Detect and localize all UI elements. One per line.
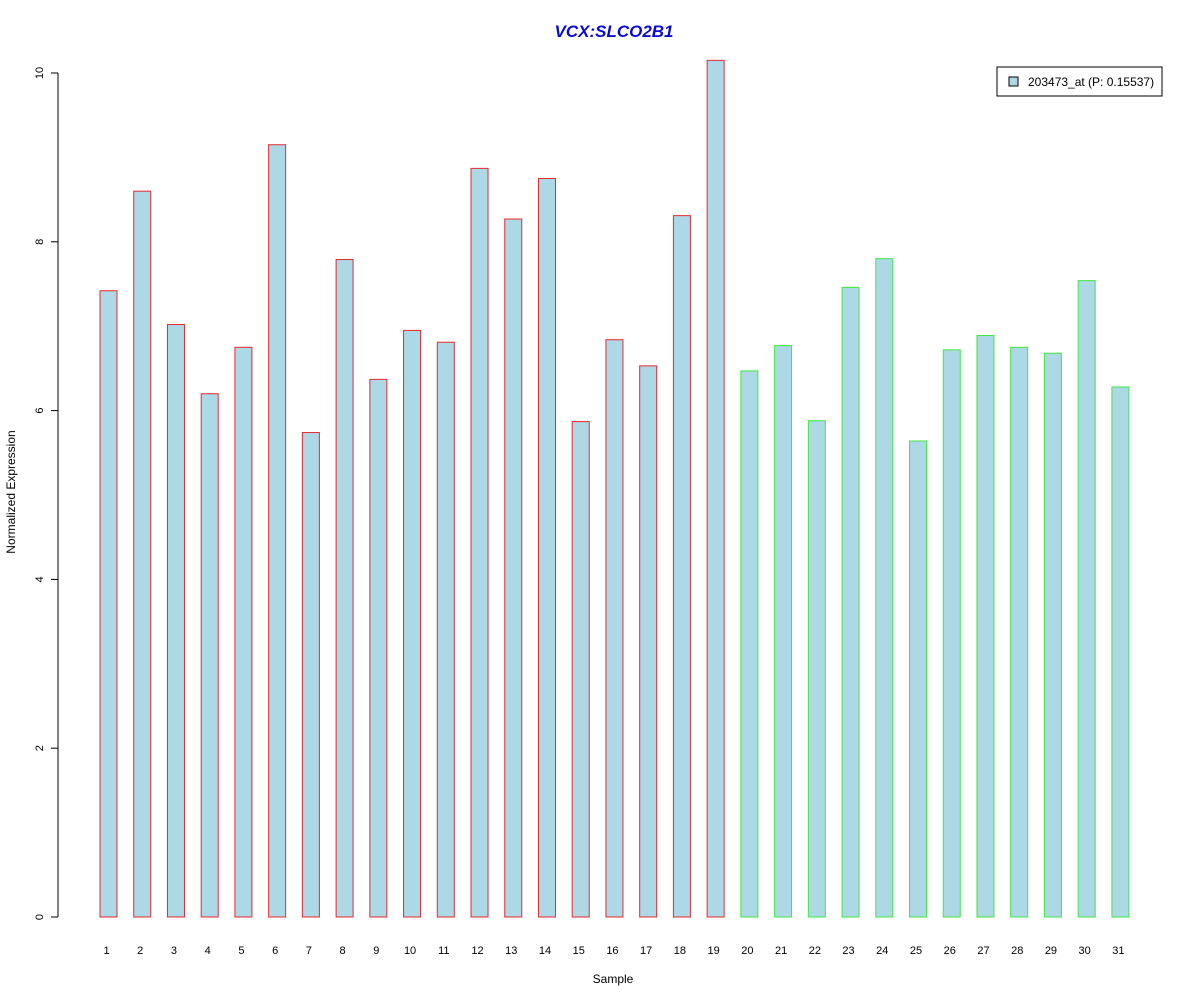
x-tick-label: 6 <box>272 945 278 957</box>
y-tick-label: 4 <box>34 576 46 582</box>
bar-sample-14 <box>537 178 556 918</box>
x-tick-label: 30 <box>1079 945 1091 957</box>
x-tick-label: 13 <box>505 945 517 957</box>
x-tick-label: 17 <box>640 945 652 957</box>
bar-sample-7 <box>301 432 320 918</box>
bar-sample-9 <box>369 378 388 918</box>
x-axis-label: Sample <box>593 972 634 986</box>
bar-sample-4 <box>200 393 219 918</box>
bar-sample-21 <box>774 345 793 918</box>
bar-sample-13 <box>504 218 523 918</box>
x-tick-label: 24 <box>876 945 888 957</box>
bar-sample-24 <box>875 258 894 918</box>
bar-sample-31 <box>1111 386 1130 918</box>
bar-sample-26 <box>942 349 961 918</box>
bar-sample-27 <box>976 334 995 918</box>
y-axis-label: Normalized Expression <box>4 430 18 553</box>
bar-sample-19 <box>706 59 725 918</box>
y-tick-label: 6 <box>34 408 46 414</box>
bar-sample-15 <box>571 421 590 918</box>
x-tick-label: 8 <box>340 945 346 957</box>
bar-sample-30 <box>1077 280 1096 918</box>
bar-sample-23 <box>841 286 860 918</box>
x-tick-label: 21 <box>775 945 787 957</box>
x-tick-label: 5 <box>238 945 244 957</box>
y-tick-label: 10 <box>34 67 46 79</box>
bar-sample-10 <box>403 329 422 918</box>
bar-sample-18 <box>672 215 691 918</box>
bar-sample-16 <box>605 339 624 918</box>
bar-sample-29 <box>1043 352 1062 918</box>
x-tick-label: 26 <box>944 945 956 957</box>
y-tick-label: 2 <box>34 745 46 751</box>
bar-sample-20 <box>740 370 759 918</box>
bar-sample-3 <box>166 324 185 918</box>
x-tick-label: 2 <box>137 945 143 957</box>
y-axis: 0 2 4 6 8 10 <box>34 67 59 920</box>
legend-box <box>996 66 1163 97</box>
bar-sample-12 <box>470 167 489 918</box>
y-tick-label: 8 <box>34 239 46 245</box>
x-tick-label: 27 <box>977 945 989 957</box>
x-tick-label: 18 <box>674 945 686 957</box>
bar-sample-6 <box>268 144 287 918</box>
bar-sample-17 <box>639 365 658 918</box>
x-tick-label: 19 <box>708 945 720 957</box>
bar-sample-5 <box>234 346 253 918</box>
x-tick-label: 12 <box>471 945 483 957</box>
x-tick-label: 7 <box>306 945 312 957</box>
x-tick-label: 15 <box>573 945 585 957</box>
x-tick-label: 29 <box>1045 945 1057 957</box>
x-tick-label: 10 <box>404 945 416 957</box>
y-tick-label: 0 <box>34 914 46 920</box>
chart-title: VCX:SLCO2B1 <box>554 22 673 41</box>
legend-swatch <box>1008 76 1019 87</box>
bar-sample-22 <box>807 420 826 918</box>
x-tick-label: 23 <box>842 945 854 957</box>
x-tick-label: 3 <box>171 945 177 957</box>
x-tick-label: 1 <box>103 945 109 957</box>
x-tick-labels: 1 2 3 4 5 6 7 8 9 10 11 12 13 14 15 16 17 18 19 20 21 22 23 24 2… <box>103 945 1124 957</box>
x-tick-label: 28 <box>1011 945 1023 957</box>
x-tick-label: 11 <box>438 945 449 957</box>
bar-sample-28 <box>1010 346 1029 918</box>
x-tick-label: 20 <box>741 945 753 957</box>
x-tick-label: 4 <box>205 945 211 957</box>
bar-sample-11 <box>436 341 455 918</box>
x-tick-label: 16 <box>606 945 618 957</box>
legend: 203473_at (P: 0.15537) <box>996 66 1163 97</box>
bar-sample-1 <box>99 290 118 918</box>
x-tick-label: 31 <box>1112 945 1124 957</box>
legend-entry: 203473_at (P: 0.15537) <box>1028 75 1154 89</box>
x-tick-label: 25 <box>910 945 922 957</box>
x-tick-label: 22 <box>809 945 821 957</box>
x-tick-label: 14 <box>539 945 551 957</box>
bar-sample-2 <box>133 190 152 918</box>
bars <box>99 59 1130 918</box>
x-tick-label: 9 <box>373 945 379 957</box>
bar-sample-8 <box>335 259 354 918</box>
bar-sample-25 <box>909 440 928 918</box>
